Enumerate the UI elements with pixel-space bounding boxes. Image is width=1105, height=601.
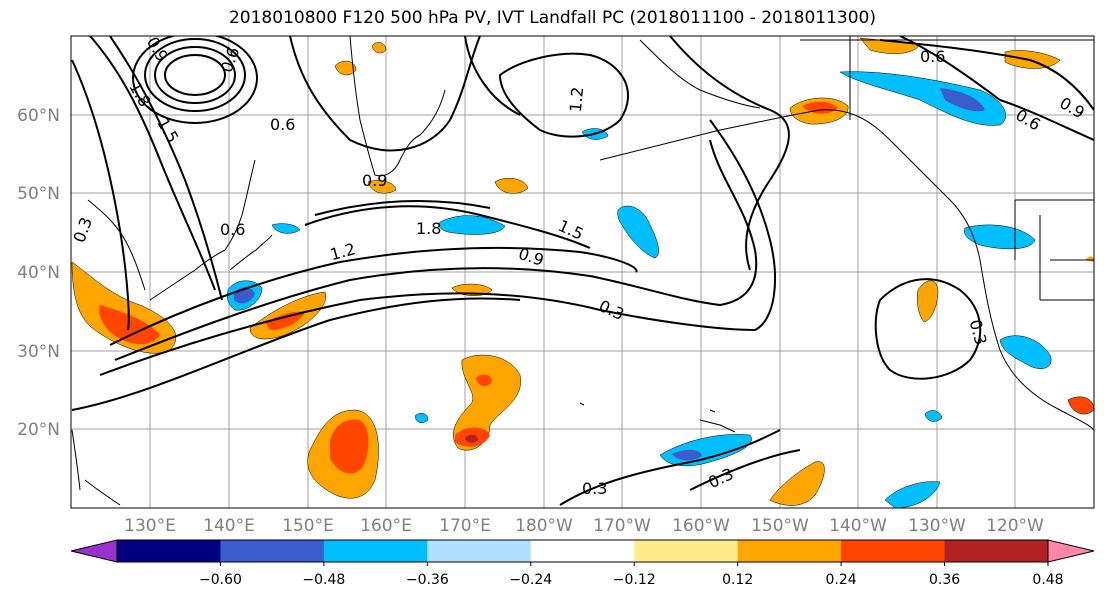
colorbar-swatch [737, 540, 842, 562]
colorbar-tick-label: −0.48 [302, 572, 345, 588]
colorbar-swatch [323, 540, 428, 562]
map-title: 2018010800 F120 500 hPa PV, IVT Landfall… [228, 8, 876, 28]
colorbar-tick-label: −0.24 [509, 572, 552, 588]
lon-label: 160°W [672, 516, 730, 536]
colorbar-swatch [220, 540, 325, 562]
colorbar-tick-label: −0.60 [199, 572, 242, 588]
lon-label: 170°E [439, 516, 491, 536]
colorbar-tick-label: 0.36 [929, 572, 960, 588]
lon-label: 160°E [360, 516, 412, 536]
colorbar-swatch [427, 540, 532, 562]
lon-label: 140°E [203, 516, 255, 536]
lat-label: 40°N [17, 263, 60, 283]
contour-label: 1.8 [416, 219, 441, 238]
contour-label: 0.9 [362, 171, 387, 190]
lon-label: 150°E [282, 516, 334, 536]
contour-label: 0.6 [920, 47, 945, 66]
lat-label: 50°N [17, 184, 60, 204]
colorbar: −0.60 −0.48 −0.36 −0.24 −0.12 0.12 0.24 0.36 0.4… [70, 539, 1095, 588]
positive-anomaly-fills [71, 37, 1094, 506]
contour-label: 0.6 [270, 115, 295, 134]
contour-label: 0.3 [582, 479, 607, 498]
colorbar-extend-low [70, 539, 118, 563]
lon-label: 150°W [751, 516, 809, 536]
latitude-labels: 60°N 50°N 40°N 30°N 20°N [17, 106, 60, 440]
lon-label: 130°E [124, 516, 176, 536]
colorbar-swatch [841, 540, 946, 562]
colorbar-tick-label: 0.12 [722, 572, 753, 588]
coastlines [71, 36, 1094, 506]
lat-label: 30°N [17, 342, 60, 362]
colorbar-outline [116, 539, 1049, 563]
lon-label: 180°W [515, 516, 573, 536]
contour-label: 0.6 [220, 220, 245, 239]
map-frame [70, 35, 1095, 509]
lon-label: 140°W [829, 516, 887, 536]
colorbar-swatch [117, 540, 221, 562]
colorbar-extend-high [1047, 539, 1095, 563]
lon-label: 130°W [908, 516, 966, 536]
colorbar-swatch [530, 540, 635, 562]
gridlines [71, 36, 1094, 508]
lon-label: 170°W [593, 516, 651, 536]
lat-label: 60°N [17, 106, 60, 126]
lat-label: 20°N [17, 420, 60, 440]
map-content: 0.6 0.9 0.6 1.2 0.3 1.8 0.9 1.8 0.6 1.5 … [71, 36, 1094, 508]
lon-label: 120°W [986, 516, 1044, 536]
colorbar-tick-label: −0.36 [406, 572, 449, 588]
longitude-labels: 130°E 140°E 150°E 160°E 170°E 180°W 170°… [124, 516, 1044, 536]
colorbar-swatch [634, 540, 739, 562]
pv-contours [71, 36, 1094, 506]
colorbar-swatch [944, 540, 1049, 562]
contour-label: 1.2 [566, 86, 587, 113]
colorbar-tick-label: 0.24 [826, 572, 857, 588]
negative-anomaly-fills [227, 71, 1052, 508]
colorbar-tick-label: −0.12 [613, 572, 656, 588]
colorbar-tick-label: 0.48 [1032, 572, 1063, 588]
